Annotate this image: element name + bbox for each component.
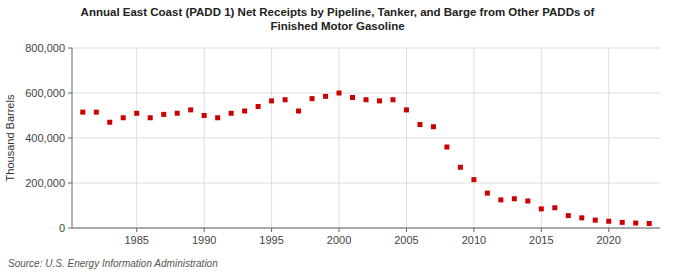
tick-mark	[406, 228, 407, 232]
point	[364, 97, 369, 102]
point	[417, 122, 422, 127]
point	[215, 115, 220, 120]
tick-mark	[68, 48, 72, 49]
tick-mark	[68, 183, 72, 184]
point	[310, 96, 315, 101]
point	[80, 110, 85, 115]
tick-mark	[68, 228, 72, 229]
tick-mark	[271, 228, 272, 232]
point	[337, 91, 342, 96]
source: Source: U.S. Energy Information Administ…	[8, 258, 218, 269]
point	[647, 221, 652, 226]
y-axis-label: Thousand Barrels	[4, 94, 16, 181]
chart-container: Annual East Coast (PADD 1) Net Receipts …	[0, 0, 675, 275]
tick-mark	[136, 228, 137, 232]
point	[512, 196, 517, 201]
tick-mark	[204, 228, 205, 232]
point	[134, 111, 139, 116]
tick-label: 1985	[124, 234, 148, 246]
tick-label: 400,000	[25, 132, 65, 144]
grid-line	[72, 228, 660, 229]
grid-line	[72, 138, 660, 139]
grid-line	[339, 48, 340, 228]
points	[80, 91, 651, 227]
grid	[72, 48, 660, 228]
tick-mark	[473, 228, 474, 232]
point	[633, 221, 638, 226]
point	[188, 107, 193, 112]
point	[121, 115, 126, 120]
point	[229, 111, 234, 116]
point	[283, 97, 288, 102]
point	[377, 98, 382, 103]
tick-mark	[68, 93, 72, 94]
point	[350, 95, 355, 100]
grid-line	[72, 183, 660, 184]
tick-label: 2000	[327, 234, 351, 246]
tick-label: 1995	[259, 234, 283, 246]
grid-line	[204, 48, 205, 228]
point	[431, 124, 436, 129]
point	[242, 109, 247, 114]
point	[148, 115, 153, 120]
point	[539, 206, 544, 211]
point	[161, 112, 166, 117]
point	[269, 98, 274, 103]
tick-label: 200,000	[25, 177, 65, 189]
tick-label: 0	[59, 222, 65, 234]
point	[498, 197, 503, 202]
point	[296, 109, 301, 114]
point	[471, 177, 476, 182]
point	[390, 97, 395, 102]
axes: 0 200,000 400,000 600,000 800,000 1985 1990 199…	[25, 42, 660, 246]
tick-label: 600,000	[25, 87, 65, 99]
point	[525, 199, 530, 204]
point	[175, 111, 180, 116]
point	[202, 113, 207, 118]
title: Annual East Coast (PADD 1) Net Receipts …	[81, 6, 595, 32]
tick-mark	[608, 228, 609, 232]
tick-mark	[541, 228, 542, 232]
grid-line	[406, 48, 407, 228]
grid-line	[608, 48, 609, 228]
grid-line	[72, 93, 660, 94]
point	[256, 104, 261, 109]
point	[620, 220, 625, 225]
y-axis-line	[72, 48, 73, 228]
grid-line	[541, 48, 542, 228]
tick-label: 2015	[529, 234, 553, 246]
point	[566, 213, 571, 218]
x-axis-line	[72, 228, 660, 229]
tick-label: 2005	[394, 234, 418, 246]
tick-label: 1990	[192, 234, 216, 246]
point	[94, 110, 99, 115]
tick-label: 2010	[462, 234, 486, 246]
point	[485, 191, 490, 196]
tick-label: 2020	[597, 234, 621, 246]
point	[444, 145, 449, 150]
tick-label: 800,000	[25, 42, 65, 54]
grid-line	[72, 48, 660, 49]
grid-line	[136, 48, 137, 228]
grid-line	[473, 48, 474, 228]
point	[323, 94, 328, 99]
point	[552, 205, 557, 210]
tick-mark	[339, 228, 340, 232]
tick-mark	[68, 138, 72, 139]
point	[458, 165, 463, 170]
point	[606, 219, 611, 224]
point	[593, 218, 598, 223]
point	[404, 107, 409, 112]
point	[579, 215, 584, 220]
chart: Annual East Coast (PADD 1) Net Receipts …	[0, 0, 675, 275]
grid-line	[271, 48, 272, 228]
point	[107, 120, 112, 125]
